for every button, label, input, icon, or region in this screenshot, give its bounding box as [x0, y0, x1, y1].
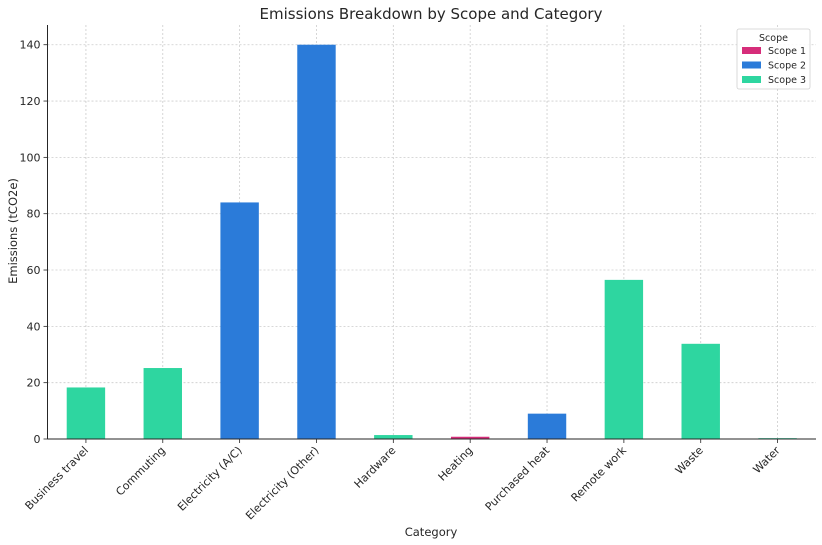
legend-swatch: [742, 47, 761, 54]
legend-title: Scope: [759, 33, 788, 44]
y-tick-label: 40: [27, 320, 41, 333]
legend-label: Scope 1: [768, 46, 806, 57]
x-tick-label: Purchased heat: [483, 443, 553, 513]
x-tick-label: Water: [751, 444, 784, 477]
bar: [604, 279, 644, 439]
bars: [66, 44, 797, 439]
bar: [527, 413, 567, 439]
legend-swatch: [742, 61, 761, 69]
y-tick-label: 60: [27, 264, 41, 277]
bar: [220, 202, 259, 439]
bar: [143, 368, 182, 439]
y-axis-label: Emissions (tCO2e): [6, 178, 20, 284]
x-tick-label: Heating: [436, 444, 476, 484]
tick-labels: 0 20 40 60 80 100 120 140 Business travel Commuti…: [20, 39, 784, 523]
y-tick-label: 100: [20, 151, 41, 164]
bar: [297, 44, 336, 439]
x-tick-label: Commuting: [113, 444, 168, 499]
legend-box: [736, 28, 811, 90]
legend-swatch: [742, 76, 761, 83]
legend-label: Scope 2: [768, 61, 806, 72]
y-tick-label: 120: [20, 95, 41, 108]
bar: [66, 387, 106, 439]
y-tick-label: 80: [27, 208, 41, 221]
chart-title: Emissions Breakdown by Scope and Categor…: [260, 5, 603, 23]
y-tick-label: 140: [20, 39, 41, 52]
bar: [681, 343, 720, 439]
x-axis-label: Category: [405, 525, 458, 539]
axes: [43, 25, 816, 443]
x-tick-label: Electricity (Other): [243, 444, 321, 522]
x-tick-label: Business travel: [23, 444, 92, 513]
y-tick-label: 20: [27, 377, 41, 390]
x-tick-label: Electricity (A/C): [175, 444, 245, 514]
x-tick-label: Hardware: [352, 444, 399, 491]
bar: [374, 435, 413, 439]
y-tick-label: 0: [34, 433, 41, 446]
legend-label: Scope 3: [768, 75, 806, 86]
legend: Scope Scope 1 Scope 2 Scope 3: [736, 28, 811, 90]
x-tick-label: Remote work: [568, 443, 629, 504]
x-tick-label: Waste: [673, 444, 706, 477]
bar: [450, 436, 490, 439]
